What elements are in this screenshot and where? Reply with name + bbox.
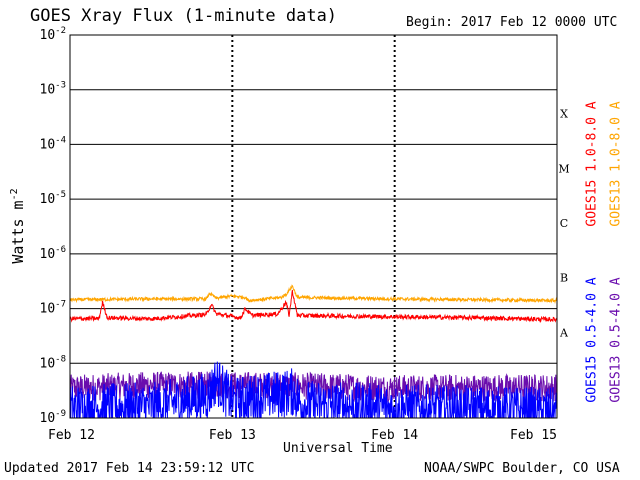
source-label: NOAA/SWPC Boulder, CO USA (424, 461, 620, 476)
flare-class-x: X (560, 108, 568, 121)
flare-class-a: A (559, 326, 569, 339)
x-tick-label: Feb 14 (371, 428, 418, 443)
flare-class-c: C (560, 217, 568, 230)
begin-label: Begin: 2017 Feb 12 0000 UTC (406, 15, 618, 30)
series-line-goes13-long (69, 284, 558, 304)
flare-class-b: B (560, 272, 568, 285)
flare-class-m: M (558, 162, 569, 175)
plot-frame (69, 34, 558, 419)
y-axis-label: Watts m-2 (9, 188, 27, 264)
y-tick-label: 10-4 (40, 135, 67, 152)
legend-goes13-long: GOES13 1.0-8.0 A (608, 101, 624, 227)
chart-title: GOES Xray Flux (1-minute data) (30, 6, 338, 26)
x-tick-label: Feb 12 (48, 428, 95, 443)
legend-goes13-short: GOES13 0.5-4.0 A (608, 277, 624, 403)
y-tick-label: 10-7 (40, 300, 67, 317)
y-tick-label: 10-9 (40, 409, 67, 426)
updated-label: Updated 2017 Feb 14 23:59:12 UTC (4, 461, 255, 476)
series-line-goes15-short (69, 361, 558, 419)
x-tick-label: Feb 15 (510, 428, 557, 443)
y-tick-label: 10-5 (40, 190, 67, 207)
y-tick-label: 10-6 (40, 245, 67, 262)
y-tick-label: 10-3 (40, 81, 67, 98)
series-line-goes15-long (69, 289, 558, 323)
legend-goes15-long: GOES15 1.0-8.0 A (584, 101, 600, 227)
x-axis-label: Universal Time (283, 441, 393, 456)
y-tick-label: 10-8 (40, 354, 67, 371)
y-tick-label: 10-2 (40, 26, 67, 43)
x-tick-label: Feb 13 (209, 428, 256, 443)
legend-goes15-short: GOES15 0.5-4.0 A (584, 277, 600, 403)
